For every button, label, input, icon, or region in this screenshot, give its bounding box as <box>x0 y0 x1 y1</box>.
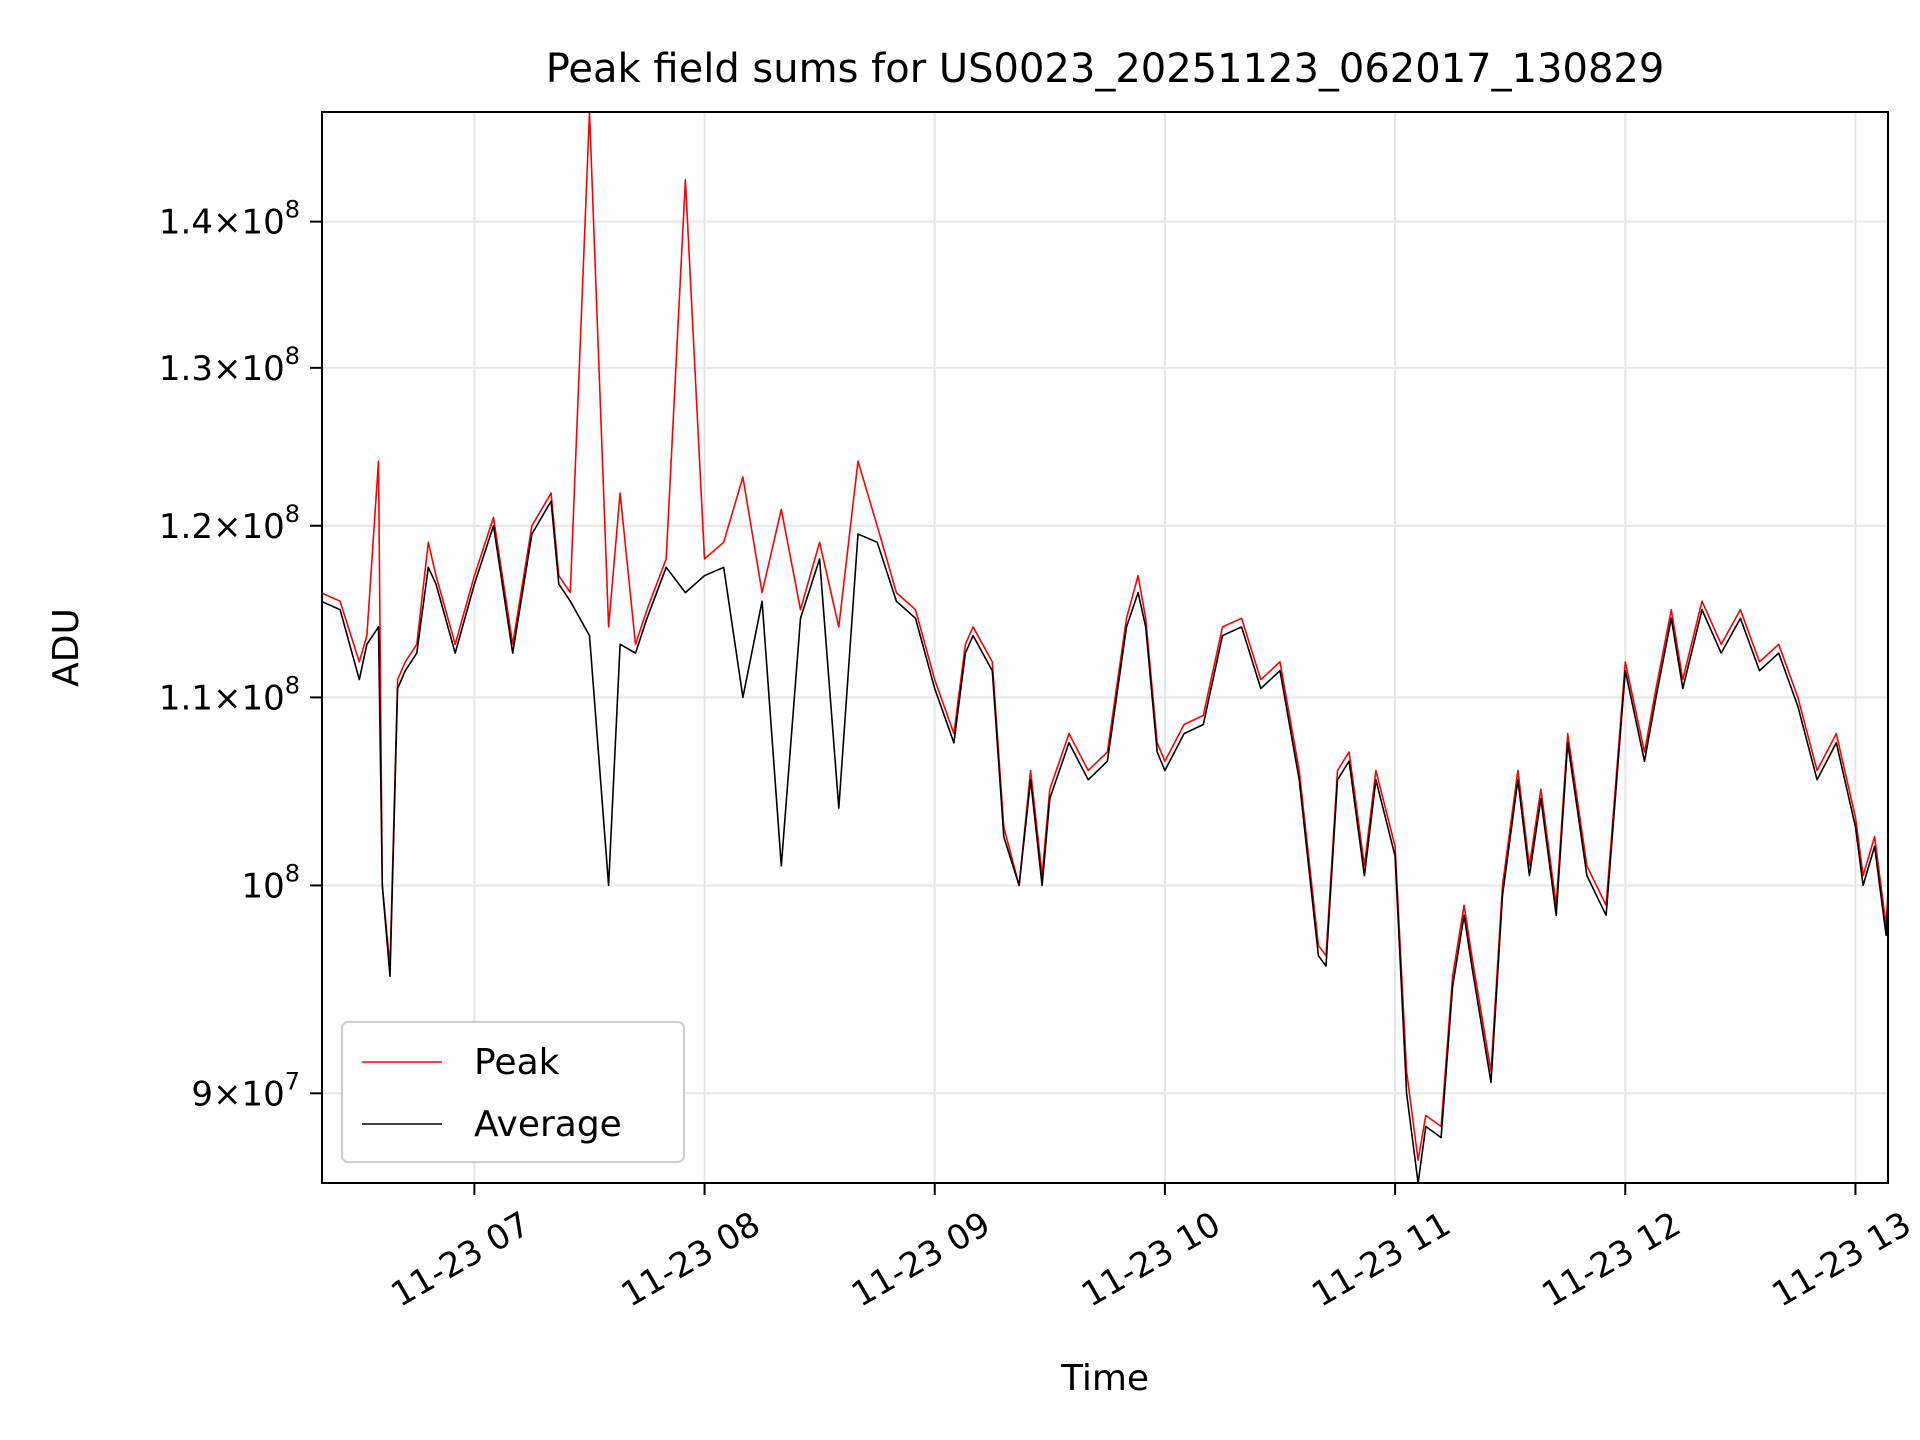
y-tick-exponent: 7 <box>285 1067 300 1095</box>
y-tick-exponent: 8 <box>285 859 300 887</box>
y-tick-mantissa: 1.4 <box>159 203 213 243</box>
y-tick-base: 10 <box>241 866 284 906</box>
y-tick-exponent: 8 <box>285 342 300 370</box>
y-tick-times: ×10 <box>213 349 285 389</box>
chart-title: Peak field sums for US0023_20251123_0620… <box>546 46 1665 92</box>
y-tick-label: 1.1×108 <box>159 671 300 718</box>
y-tick-label: 1.2×108 <box>159 500 300 547</box>
legend: Peak Average <box>341 1021 685 1163</box>
y-tick-mantissa: 1.3 <box>159 349 213 389</box>
y-tick-times: ×10 <box>213 1074 285 1114</box>
y-tick-times: ×10 <box>213 203 285 243</box>
series-line-peak <box>322 112 1888 1161</box>
y-tick-label: 1.3×108 <box>159 342 300 389</box>
plot-lines <box>322 112 1888 1183</box>
legend-box <box>341 1021 685 1163</box>
y-tick-times: ×10 <box>213 507 285 547</box>
y-tick-mantissa: 1.1 <box>159 678 213 718</box>
legend-label-average: Average <box>474 1104 622 1145</box>
x-axis-label: Time <box>1060 1358 1149 1399</box>
axes-frame <box>321 111 1889 1184</box>
y-tick-exponent: 8 <box>285 671 300 699</box>
y-tick-mantissa: 9 <box>191 1074 213 1114</box>
y-tick-label: 1.4×108 <box>159 196 300 243</box>
y-axis-label: ADU <box>46 608 87 687</box>
y-tick-exponent: 8 <box>285 500 300 528</box>
y-tick-label: 9×107 <box>191 1067 300 1114</box>
series-line-average <box>322 500 1888 1183</box>
y-tick-label: 108 <box>241 859 300 906</box>
y-tick-mantissa: 1.2 <box>159 507 213 547</box>
legend-label-peak: Peak <box>474 1042 560 1083</box>
y-tick-times: ×10 <box>213 678 285 718</box>
y-tick-exponent: 8 <box>285 196 300 224</box>
